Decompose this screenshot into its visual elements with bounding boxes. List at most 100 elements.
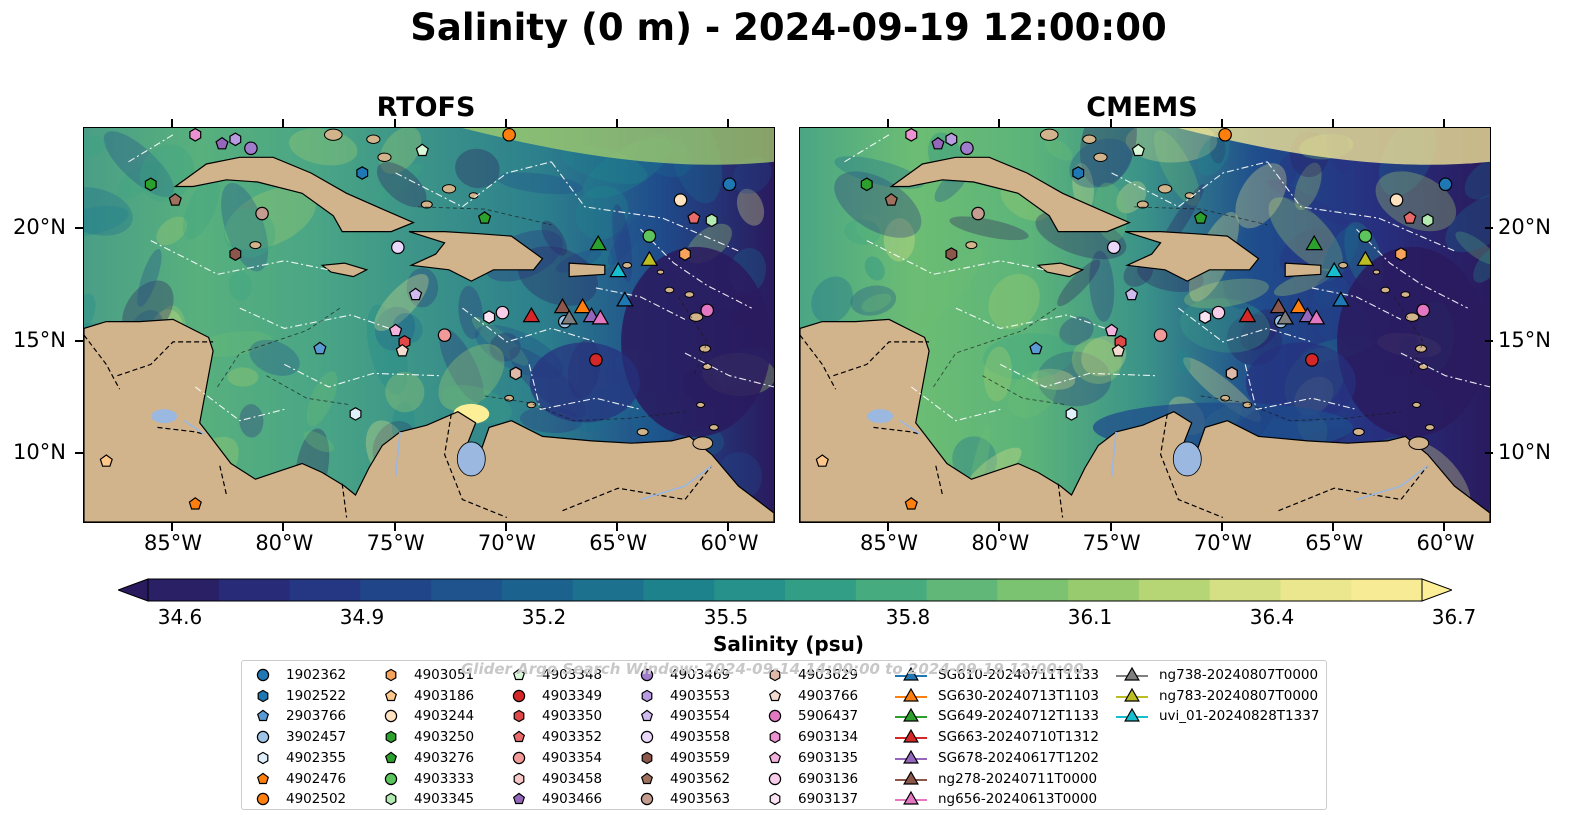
colorbar-tick-label: 34.9 xyxy=(339,605,385,629)
lon-tick-mark xyxy=(727,119,730,127)
salinity-eddy xyxy=(438,343,505,411)
legend-shape xyxy=(385,792,397,806)
glider-ng278-20240711T0000 xyxy=(553,297,572,314)
legend-marker xyxy=(512,668,526,681)
map-canvas-cmems xyxy=(800,128,1490,522)
legend-shape xyxy=(512,668,526,681)
small-island xyxy=(696,401,706,408)
lon-tick-label: 80°W xyxy=(255,531,314,555)
salinity-eddy xyxy=(1276,153,1299,188)
legend-label: 4903562 xyxy=(670,770,731,787)
colorbar-tick-label: 34.6 xyxy=(157,605,203,629)
salinity-eddy xyxy=(455,148,500,189)
argo-float-4903558 xyxy=(391,240,405,255)
legend-label: 4903766 xyxy=(798,687,859,704)
lat-tick-label: 10°N xyxy=(1498,440,1551,465)
lon-tick-mark xyxy=(998,523,1001,531)
salinity-eddy xyxy=(1455,231,1490,265)
country-border xyxy=(84,334,121,390)
argo-float-4903554 xyxy=(408,287,423,301)
legend-triangle xyxy=(903,728,919,743)
legend-marker xyxy=(512,730,526,743)
small-island xyxy=(1408,436,1430,451)
argo-float-4903250 xyxy=(860,177,873,192)
argo-float-4903559 xyxy=(945,247,958,261)
country-border xyxy=(1057,483,1064,518)
lon-tick-label: 85°W xyxy=(860,531,919,555)
legend-triangle xyxy=(903,749,919,764)
lat-tick-label: 20°N xyxy=(13,215,66,240)
small-island xyxy=(1418,363,1429,370)
colorbar-segment xyxy=(218,579,291,601)
bathymetry-contour xyxy=(417,206,552,226)
colorbar-segment xyxy=(714,579,786,601)
argo-float-4903244 xyxy=(673,193,688,207)
salinity-eddy xyxy=(834,171,922,238)
salinity-eddy xyxy=(1445,191,1490,253)
legend-label: ng278-20240711T0000 xyxy=(938,770,1098,787)
small-island xyxy=(1039,128,1059,141)
argo-float-5906437 xyxy=(700,303,715,318)
salinity-eddy xyxy=(1197,134,1230,176)
legend-marker xyxy=(769,792,781,806)
legend-label: 4903466 xyxy=(542,791,603,808)
legend-marker xyxy=(257,751,269,765)
argo-float-4903554 xyxy=(1124,287,1139,301)
bathymetry-contour xyxy=(1393,296,1424,376)
legend-shape xyxy=(768,710,782,723)
salinity-eddy xyxy=(732,156,772,194)
legend-marker xyxy=(1116,666,1148,681)
lon-tick-label: 60°W xyxy=(700,531,759,555)
legend-label: SG649-20240712T1133 xyxy=(938,708,1099,725)
salinity-eddy xyxy=(458,285,483,339)
eez-boundary xyxy=(1266,161,1457,253)
salinity-eddy xyxy=(84,205,129,238)
legend-marker xyxy=(256,772,270,784)
legend-shape xyxy=(512,689,526,702)
salinity-eddy xyxy=(1268,197,1343,272)
legend-shape xyxy=(769,668,781,682)
salinity-eddy xyxy=(471,316,529,366)
legend-marker xyxy=(256,668,270,682)
lat-tick-mark xyxy=(1485,452,1493,455)
country-border xyxy=(341,483,348,518)
legend-label: 4902476 xyxy=(286,770,347,787)
argo-float-4902355 xyxy=(1065,407,1078,421)
lat-tick-mark xyxy=(1485,227,1493,230)
lon-tick-mark xyxy=(171,119,174,127)
legend-label: 4903469 xyxy=(670,667,731,683)
small-island xyxy=(1425,424,1435,431)
eez-boundary xyxy=(1311,287,1402,320)
small-island xyxy=(323,128,343,141)
salinity-eddy xyxy=(249,339,300,376)
argo-float-4903250 xyxy=(144,177,157,192)
land-hispaniola xyxy=(408,230,544,282)
eez-boundary xyxy=(528,364,641,411)
small-island xyxy=(1136,200,1149,209)
legend-marker xyxy=(640,792,654,806)
small-island xyxy=(702,363,713,370)
salinity-eddy xyxy=(1037,351,1112,407)
argo-float-4902355 xyxy=(349,407,362,421)
legend-marker xyxy=(895,790,927,805)
colorbar-segment xyxy=(643,579,715,601)
small-island xyxy=(656,269,665,275)
legend-marker xyxy=(1116,687,1148,702)
argo-float-1902522 xyxy=(356,166,369,180)
legend-label: 4903563 xyxy=(670,791,731,808)
small-island xyxy=(688,312,704,322)
map-panel-cmems[interactable] xyxy=(799,127,1491,523)
land-jamaica xyxy=(320,262,369,278)
small-island xyxy=(1157,184,1173,194)
legend-triangle xyxy=(1124,708,1140,722)
legend-label: 4903458 xyxy=(542,770,603,787)
eez-boundary xyxy=(1111,161,1268,208)
lon-tick-mark xyxy=(1220,523,1223,531)
legend-shape xyxy=(513,710,525,723)
argo-float-4903354 xyxy=(437,328,452,342)
salinity-eddy xyxy=(983,346,1013,402)
map-panel-rtofs[interactable] xyxy=(83,127,775,523)
salinity-eddy xyxy=(183,176,220,240)
lon-tick-label: 70°W xyxy=(477,531,536,555)
glider-ng278-20240711T0000 xyxy=(1269,297,1288,314)
